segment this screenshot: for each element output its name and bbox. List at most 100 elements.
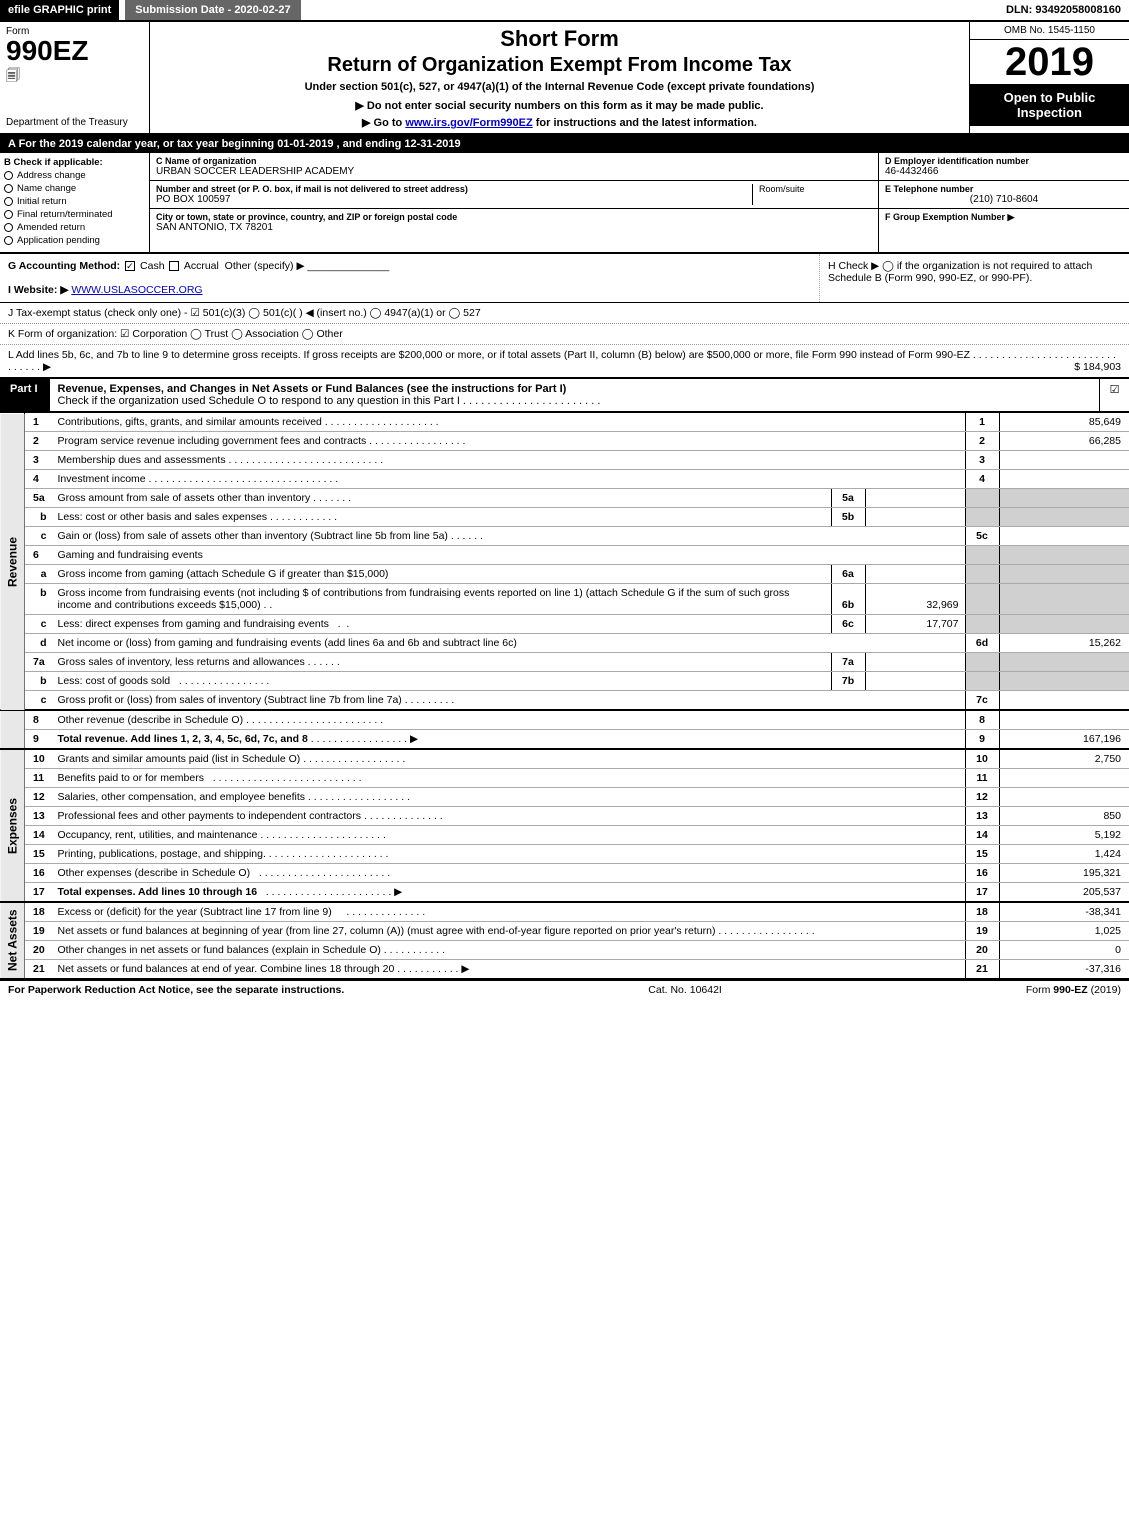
street-label: Number and street (or P. O. box, if mail… [156,184,752,194]
line-7c-num: c [25,691,53,711]
line-2-val: 66,285 [999,432,1129,451]
h-schedule-b: H Check ▶ ◯ if the organization is not r… [819,254,1129,302]
chk-address-change[interactable]: Address change [4,170,145,181]
line-7b-rv-grey [999,672,1129,691]
line-15-rn: 15 [965,845,999,864]
line-9-arrow: ▶ [410,733,418,745]
line-6c-mv: 17,707 [865,615,965,634]
line-6-rn-grey [965,546,999,565]
line-18-rn: 18 [965,902,999,922]
header-left: Form 990EZ 🗐 Department of the Treasury [0,22,150,133]
line-9-num: 9 [25,730,53,750]
line-7a-rn-grey [965,653,999,672]
line-2-num: 2 [25,432,53,451]
line-21-arrow: ▶ [461,963,469,975]
line-5b-num: b [25,508,53,527]
line-12-rn: 12 [965,788,999,807]
line-6d-desc: Net income or (loss) from gaming and fun… [58,637,517,649]
chk-cash[interactable] [125,261,135,271]
website-link[interactable]: WWW.USLASOCCER.ORG [71,284,202,296]
tax-year: 2019 [970,40,1129,84]
gh-row: G Accounting Method: Cash Accrual Other … [0,254,1129,303]
line-7b-num: b [25,672,53,691]
line-6-rv-grey [999,546,1129,565]
submission-date-button[interactable]: Submission Date - 2020-02-27 [125,0,300,20]
line-19-rn: 19 [965,922,999,941]
line-12-desc: Salaries, other compensation, and employ… [58,791,305,803]
part1-check[interactable]: ☑ [1099,379,1129,411]
chk-application-pending[interactable]: Application pending [4,235,145,246]
g-accounting: G Accounting Method: Cash Accrual Other … [0,254,819,302]
line-6d-val: 15,262 [999,634,1129,653]
g-accrual: Accrual [184,260,219,272]
subtitle-section: Under section 501(c), 527, or 4947(a)(1)… [158,81,961,93]
city-label: City or town, state or province, country… [156,212,872,222]
line-6a-mn: 6a [831,565,865,584]
line-10-val: 2,750 [999,749,1129,769]
line-17-val: 205,537 [999,883,1129,903]
org-name-cell: C Name of organization URBAN SOCCER LEAD… [150,153,878,181]
line-11-val [999,769,1129,788]
part1-title: Revenue, Expenses, and Changes in Net As… [50,379,1099,411]
chk-name-change[interactable]: Name change [4,183,145,194]
l-amount: $ 184,903 [1074,361,1121,373]
line-19-num: 19 [25,922,53,941]
line-5a-rn-grey [965,489,999,508]
chk-accrual[interactable] [169,261,179,271]
group-exemption-cell: F Group Exemption Number ▶ [879,209,1129,226]
group-exemption-label: F Group Exemption Number ▶ [885,212,1123,223]
line-6b-desc1: Gross income from fundraising events (no… [58,587,309,599]
line-9-val: 167,196 [999,730,1129,750]
info-block: B Check if applicable: Address change Na… [0,153,1129,254]
city-cell: City or town, state or province, country… [150,209,878,236]
line-5b-mv [865,508,965,527]
line-11-rn: 11 [965,769,999,788]
line-4-desc: Investment income [58,473,146,485]
chk-final-return[interactable]: Final return/terminated [4,209,145,220]
line-11-desc: Benefits paid to or for members [58,772,204,784]
header-right: OMB No. 1545-1150 2019 Open to Public In… [969,22,1129,133]
line-12-num: 12 [25,788,53,807]
de-column: D Employer identification number 46-4432… [879,153,1129,252]
line-21-rn: 21 [965,960,999,980]
line-14-num: 14 [25,826,53,845]
line-20-num: 20 [25,941,53,960]
line-8-desc: Other revenue (describe in Schedule O) [58,714,244,726]
line-3-val [999,451,1129,470]
line-1-num: 1 [25,413,53,432]
line-18-num: 18 [25,902,53,922]
line-16-rn: 16 [965,864,999,883]
line-18-val: -38,341 [999,902,1129,922]
city-value: SAN ANTONIO, TX 78201 [156,222,872,233]
line-20-desc: Other changes in net assets or fund bala… [58,944,381,956]
irs-link[interactable]: www.irs.gov/Form990EZ [405,117,532,129]
netassets-side-label: Net Assets [0,902,25,979]
line-14-val: 5,192 [999,826,1129,845]
chk-initial-return[interactable]: Initial return [4,196,145,207]
title-return: Return of Organization Exempt From Incom… [158,54,961,77]
line-7b-rn-grey [965,672,999,691]
line-10-desc: Grants and similar amounts paid (list in… [58,753,301,765]
line-6-num: 6 [25,546,53,565]
part1-subtitle: Check if the organization used Schedule … [58,395,601,407]
line-6c-num: c [25,615,53,634]
part1-header: Part I Revenue, Expenses, and Changes in… [0,379,1129,413]
line-6a-mv [865,565,965,584]
line-7a-desc: Gross sales of inventory, less returns a… [58,656,305,668]
line-14-desc: Occupancy, rent, utilities, and maintena… [58,829,258,841]
line-15-num: 15 [25,845,53,864]
line-7a-num: 7a [25,653,53,672]
line-18-desc: Excess or (deficit) for the year (Subtra… [58,906,332,918]
l-row: L Add lines 5b, 6c, and 7b to line 9 to … [0,345,1129,379]
header-center: Short Form Return of Organization Exempt… [150,22,969,133]
line-21-val: -37,316 [999,960,1129,980]
line-16-num: 16 [25,864,53,883]
chk-amended-return[interactable]: Amended return [4,222,145,233]
expenses-side-label: Expenses [0,749,25,902]
department-label: Department of the Treasury [6,117,143,128]
line-8-num: 8 [25,710,53,730]
line-13-val: 850 [999,807,1129,826]
line-6a-desc: Gross income from gaming (attach Schedul… [58,568,389,580]
line-5a-mv [865,489,965,508]
line-3-num: 3 [25,451,53,470]
